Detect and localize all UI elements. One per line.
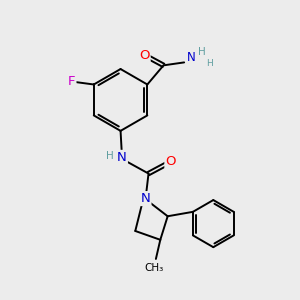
Text: O: O bbox=[165, 155, 176, 168]
Text: H: H bbox=[198, 47, 206, 57]
Text: N: N bbox=[187, 52, 196, 64]
Text: H: H bbox=[106, 151, 113, 161]
Text: CH₃: CH₃ bbox=[145, 263, 164, 273]
Text: H: H bbox=[206, 59, 212, 68]
Text: N: N bbox=[117, 151, 127, 164]
Text: O: O bbox=[139, 49, 150, 62]
Text: F: F bbox=[68, 75, 75, 88]
Text: N: N bbox=[141, 192, 151, 205]
